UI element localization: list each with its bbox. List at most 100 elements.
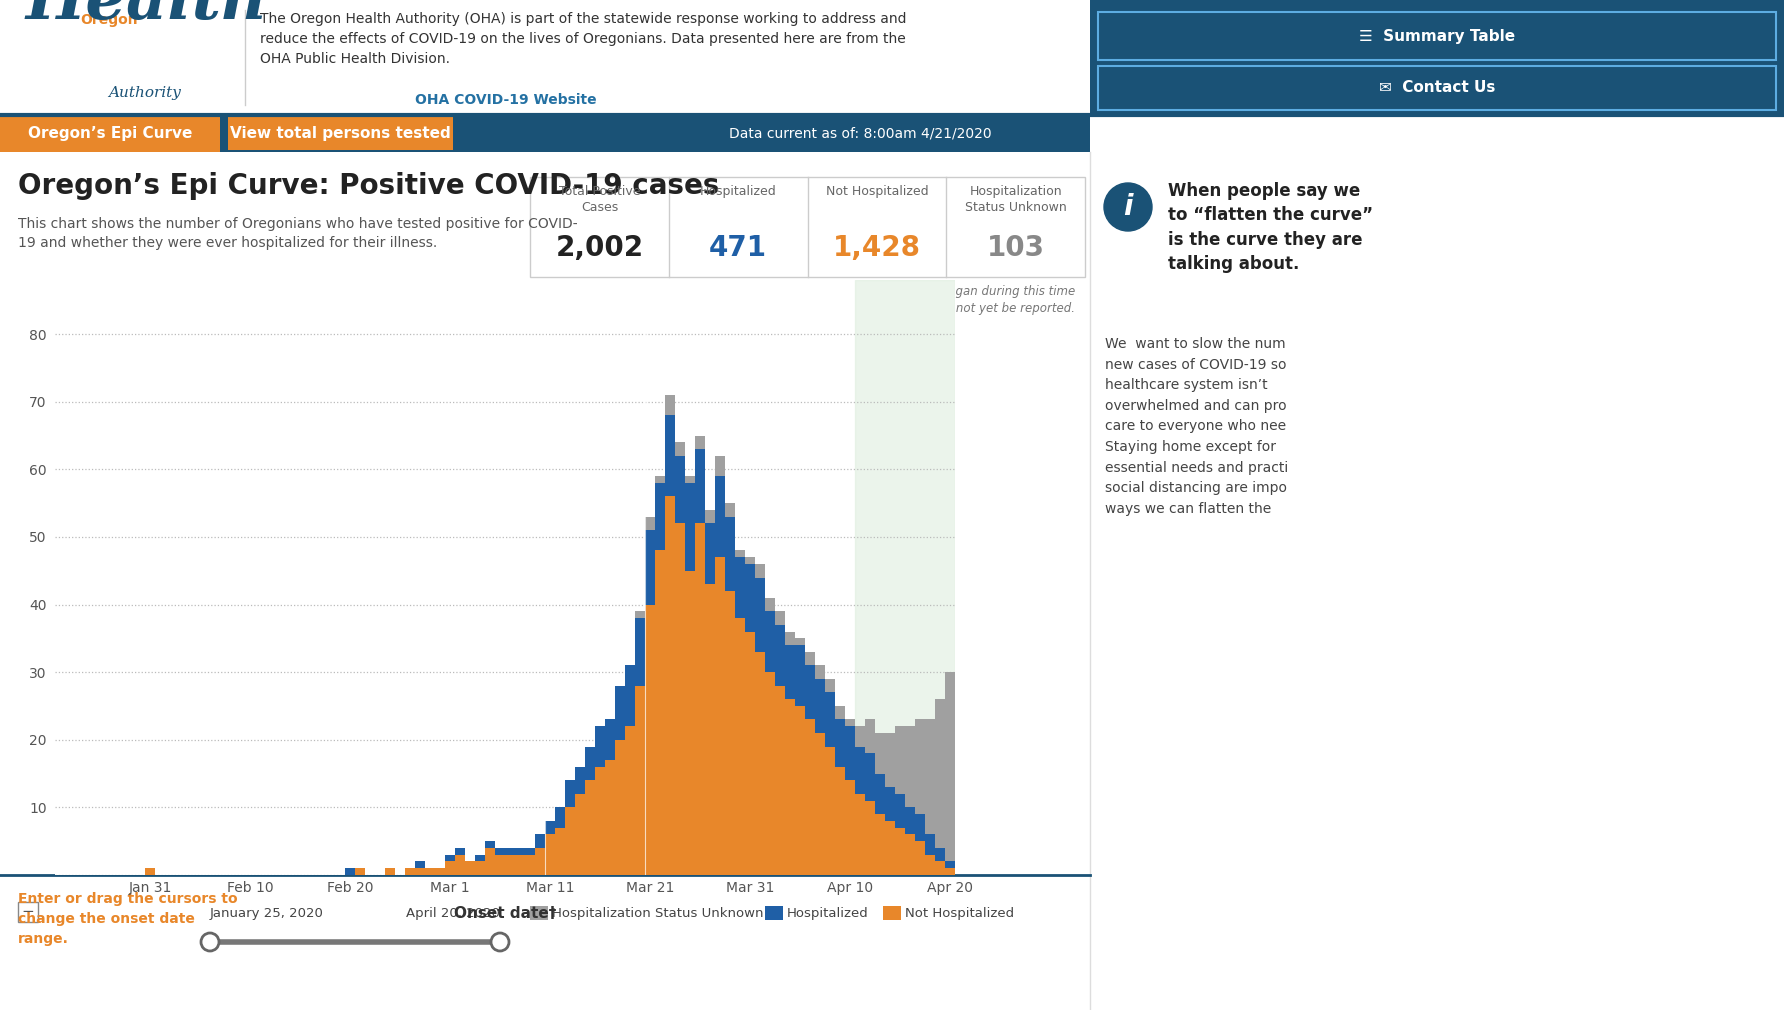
Bar <box>685 571 694 875</box>
Bar <box>946 869 954 875</box>
Circle shape <box>202 933 219 951</box>
Bar <box>0 115 219 152</box>
Bar <box>896 827 904 875</box>
Bar <box>665 395 674 415</box>
Text: Hospitalized: Hospitalized <box>787 907 869 919</box>
Bar <box>855 794 865 875</box>
Bar <box>526 848 535 854</box>
Bar <box>715 476 724 558</box>
Text: Not Hospitalized: Not Hospitalized <box>904 907 1013 919</box>
Bar <box>1090 0 1784 115</box>
Text: ☰  Summary Table: ☰ Summary Table <box>1359 28 1515 43</box>
Bar <box>726 591 735 875</box>
Bar <box>485 841 494 848</box>
Bar <box>496 854 505 875</box>
Text: January 25, 2020: January 25, 2020 <box>211 907 325 920</box>
Bar <box>785 631 794 645</box>
Bar <box>646 605 655 875</box>
Text: Health: Health <box>25 0 268 33</box>
Bar <box>516 848 524 854</box>
Bar <box>796 638 805 645</box>
Bar <box>715 558 724 875</box>
Bar <box>876 733 885 774</box>
Bar <box>475 854 485 862</box>
Bar <box>435 869 444 875</box>
Bar <box>705 510 715 523</box>
Bar <box>696 523 705 875</box>
Bar <box>926 719 935 834</box>
Bar <box>576 767 585 794</box>
Bar <box>635 618 644 686</box>
Bar <box>576 794 585 875</box>
Bar <box>755 564 765 578</box>
Text: Enter or drag the cursors to
change the onset date
range.: Enter or drag the cursors to change the … <box>18 892 237 946</box>
Bar <box>746 558 755 564</box>
Bar <box>0 152 1090 1010</box>
Bar <box>655 483 665 550</box>
Text: Oregon: Oregon <box>80 13 137 27</box>
Bar <box>696 435 705 449</box>
Bar <box>926 834 935 854</box>
Bar <box>735 618 744 875</box>
Bar <box>765 598 774 611</box>
Text: April 20, 2020: April 20, 2020 <box>407 907 500 920</box>
Bar <box>530 177 1085 277</box>
Bar <box>566 807 574 875</box>
Bar <box>865 801 874 875</box>
Bar <box>915 719 924 814</box>
Bar <box>705 584 715 875</box>
Bar <box>1097 12 1777 60</box>
Bar <box>676 456 685 523</box>
Bar <box>855 746 865 794</box>
Bar <box>946 862 954 869</box>
Bar <box>855 726 865 746</box>
Bar <box>746 564 755 631</box>
Bar <box>765 673 774 875</box>
Bar <box>935 699 944 848</box>
Bar <box>805 666 815 719</box>
Text: Total Positive
Cases: Total Positive Cases <box>558 185 640 214</box>
Text: Hospitalization
Status Unknown: Hospitalization Status Unknown <box>965 185 1067 214</box>
Bar <box>485 848 494 875</box>
Text: Data current as of: 8:00am 4/21/2020: Data current as of: 8:00am 4/21/2020 <box>728 126 992 140</box>
Text: When people say we
to “flatten the curve”
is the curve they are
talking about.: When people say we to “flatten the curve… <box>1169 182 1374 273</box>
Text: OHA COVID-19 Website: OHA COVID-19 Website <box>416 93 596 107</box>
Text: Hospitalized: Hospitalized <box>699 185 776 198</box>
Bar <box>516 854 524 875</box>
Text: We  want to slow the num
new cases of COVID-19 so
healthcare system isn’t
overwh: We want to slow the num new cases of COV… <box>1104 337 1288 516</box>
Bar <box>876 814 885 875</box>
Bar <box>526 854 535 875</box>
Bar <box>935 848 944 862</box>
Bar <box>883 906 901 920</box>
Circle shape <box>1104 183 1152 231</box>
Bar <box>815 679 824 733</box>
Bar <box>815 666 824 679</box>
Bar <box>915 841 924 875</box>
Text: Oregon’s Epi Curve: Positive COVID-19 cases: Oregon’s Epi Curve: Positive COVID-19 ca… <box>18 172 719 200</box>
Bar <box>846 719 855 726</box>
Bar <box>765 906 783 920</box>
Bar <box>626 666 635 726</box>
Text: The Oregon Health Authority (OHA) is part of the statewide response working to a: The Oregon Health Authority (OHA) is par… <box>260 12 906 66</box>
Bar <box>605 761 615 875</box>
Bar <box>18 902 37 922</box>
Bar <box>146 869 155 875</box>
Bar <box>635 686 644 875</box>
Bar <box>896 794 904 827</box>
Bar <box>835 719 844 767</box>
Bar <box>885 821 894 875</box>
Text: Hospitalization Status Unknown: Hospitalization Status Unknown <box>551 907 764 919</box>
Bar <box>530 906 548 920</box>
Bar <box>646 517 655 530</box>
Text: Oregon’s Epi Curve: Oregon’s Epi Curve <box>29 126 193 141</box>
Bar <box>626 726 635 875</box>
Text: ✉  Contact Us: ✉ Contact Us <box>1379 81 1495 96</box>
Bar <box>735 550 744 558</box>
Bar <box>906 834 915 875</box>
Bar <box>835 767 844 875</box>
Bar <box>555 807 564 827</box>
Bar <box>676 442 685 456</box>
Bar <box>946 673 954 862</box>
Bar <box>865 753 874 801</box>
Bar <box>676 523 685 875</box>
